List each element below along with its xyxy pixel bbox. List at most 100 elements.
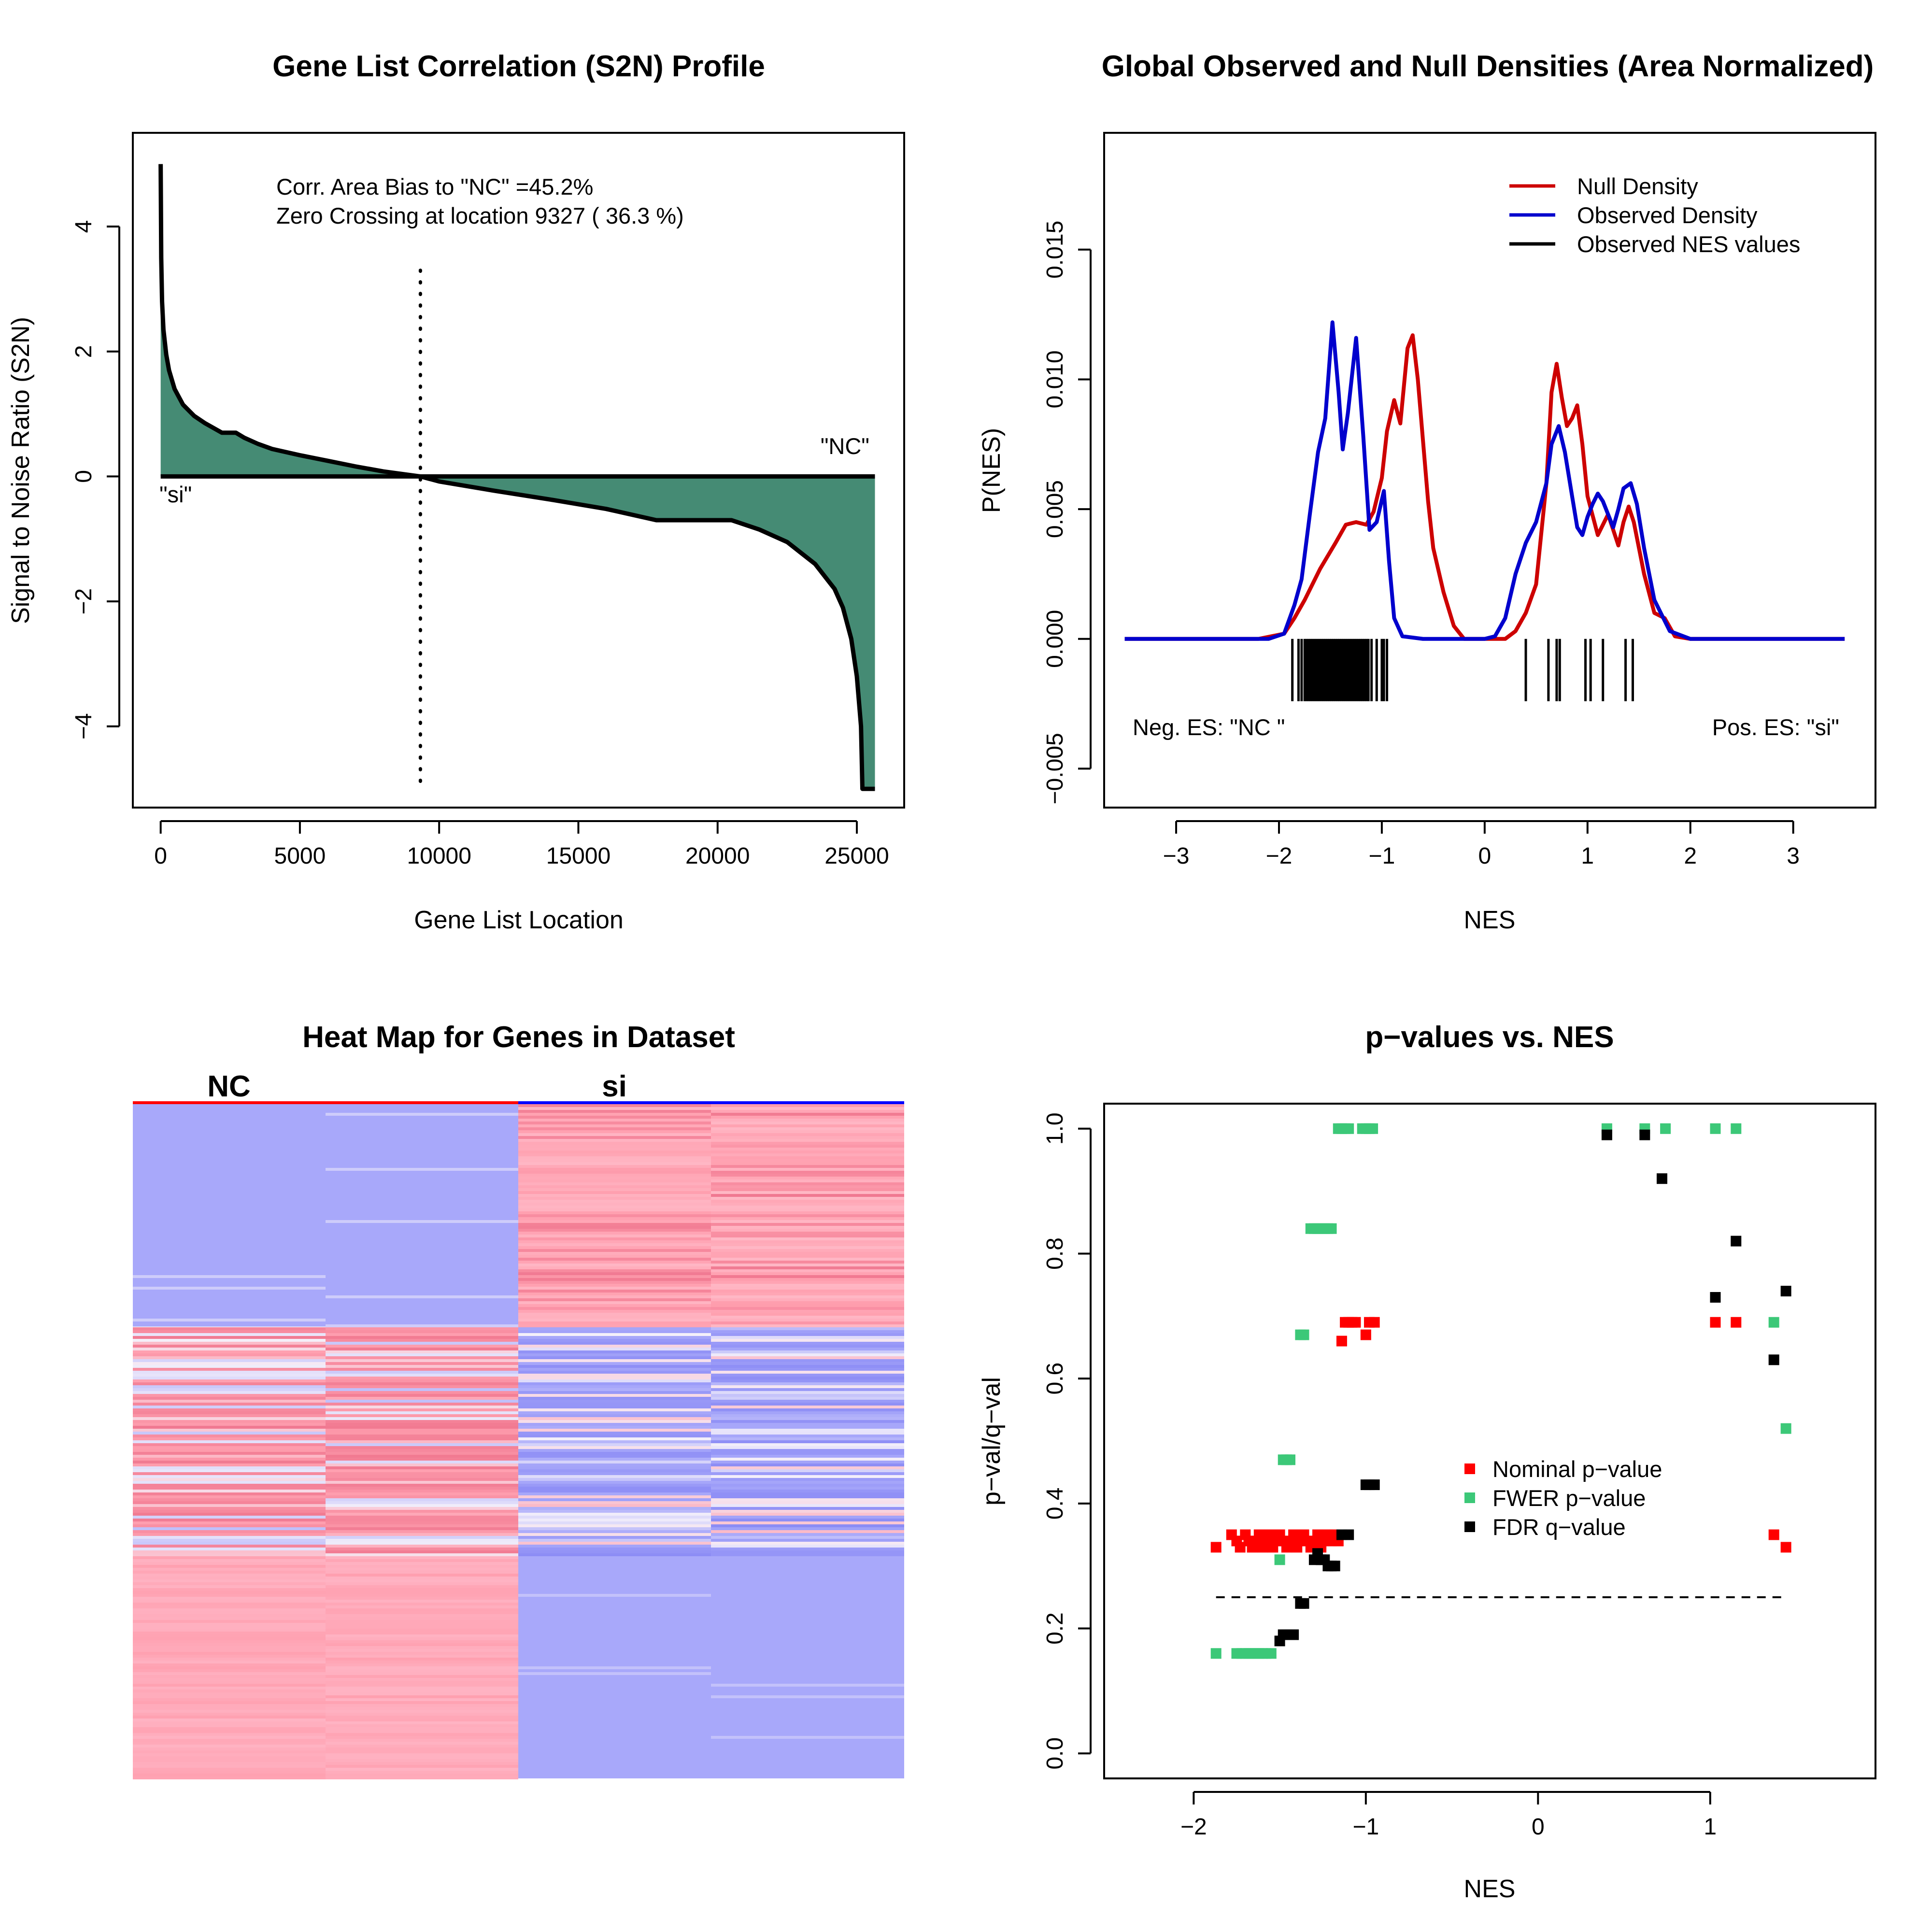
s2n-frame <box>132 132 905 809</box>
heatmap-row-stripe <box>711 1194 904 1197</box>
heatmap-row-stripe <box>133 1417 326 1420</box>
heatmap-row-stripe <box>711 1356 904 1359</box>
heatmap-row-stripe <box>326 1435 518 1437</box>
heatmap-row-stripe <box>711 1469 904 1472</box>
heatmap-row-stripe <box>326 1452 518 1455</box>
heatmap-row-stripe <box>711 1516 904 1519</box>
heatmap-row-stripe <box>133 1429 326 1432</box>
heatmap-row-stripe <box>133 1432 326 1435</box>
heatmap-row-stripe <box>326 1524 518 1527</box>
fdr-point <box>1768 1354 1779 1365</box>
heatmap-row-stripe <box>711 1110 904 1113</box>
heatmap-row-stripe <box>133 1574 326 1577</box>
heatmap-row-stripe <box>711 1252 904 1255</box>
heatmap-row-stripe <box>326 1582 518 1585</box>
heatmap-row-stripe <box>711 1142 904 1145</box>
fwer-point <box>1284 1454 1295 1465</box>
heatmap-row-stripe <box>326 1406 518 1408</box>
heatmap-row-stripe <box>326 1588 518 1591</box>
fdr-point <box>1288 1629 1299 1640</box>
heatmap-row-stripe <box>518 1461 711 1463</box>
heatmap-row-stripe <box>711 1527 904 1530</box>
heatmap-row-stripe <box>326 1747 518 1750</box>
fdr-point <box>1780 1286 1791 1297</box>
heatmap-row-stripe <box>133 1385 326 1388</box>
density-plot-area <box>1124 320 1845 701</box>
heatmap-row-stripe <box>133 1742 326 1745</box>
legend-observed-density: Observed Density <box>1577 202 1758 228</box>
heatmap-row-stripe <box>518 1353 711 1356</box>
heatmap-row-stripe <box>326 1646 518 1649</box>
heatmap-row-stripe <box>133 1550 326 1553</box>
heatmap-row-stripe <box>133 1716 326 1719</box>
heatmap-row-stripe <box>326 1443 518 1446</box>
heatmap-row-stripe <box>326 1339 518 1342</box>
heatmap-row-stripe <box>133 1649 326 1652</box>
s2n-label-nc: "NC" <box>821 433 869 459</box>
heatmap-row-stripe <box>326 1655 518 1658</box>
heatmap-row-stripe <box>326 1519 518 1521</box>
heatmap-row-stripe <box>518 1119 711 1122</box>
heatmap-row-stripe <box>326 1733 518 1736</box>
heatmap-row-stripe <box>326 1513 518 1516</box>
heatmap-row-stripe <box>326 1408 518 1411</box>
heatmap-row-stripe <box>326 1495 518 1498</box>
heatmap-row-stripe <box>518 1142 711 1145</box>
heatmap-row-stripe <box>518 1145 711 1148</box>
heatmap-row-stripe <box>518 1487 711 1490</box>
heatmap-row-stripe <box>711 1521 904 1524</box>
heatmap-row-stripe <box>133 1527 326 1530</box>
heatmap-row-stripe <box>326 1585 518 1588</box>
heatmap-row-stripe <box>326 1620 518 1623</box>
heatmap-panel: Heat Map for Genes in Dataset NC si <box>133 1021 904 1779</box>
heatmap-row-stripe <box>711 1287 904 1290</box>
heatmap-row-stripe <box>133 1559 326 1562</box>
heatmap-row-stripe <box>711 1124 904 1127</box>
heatmap-row-stripe <box>518 1449 711 1452</box>
heatmap-row-stripe <box>518 1258 711 1261</box>
heatmap-row-stripe <box>518 1513 711 1516</box>
heatmap-row-stripe <box>711 1229 904 1232</box>
s2n-y-label: Signal to Noise Ratio (S2N) <box>7 317 35 624</box>
heatmap-row-stripe <box>133 1655 326 1658</box>
heatmap-row-stripe <box>518 1594 711 1597</box>
heatmap-row-stripe <box>133 1577 326 1579</box>
density-x-tick-label: −1 <box>1369 843 1395 869</box>
heatmap-row-stripe <box>326 1359 518 1362</box>
heatmap-row-stripe <box>711 1536 904 1539</box>
heatmap-row-stripe <box>518 1208 711 1211</box>
nominal-point <box>1235 1542 1246 1553</box>
heatmap-row-stripe <box>518 1469 711 1472</box>
s2n-bias-annotation: Corr. Area Bias to "NC" =45.2% <box>276 174 593 199</box>
pvalues-title: p−values vs. NES <box>1365 1021 1614 1054</box>
heatmap-row-stripe <box>326 1397 518 1400</box>
heatmap-row-stripe <box>133 1690 326 1692</box>
heatmap-row-stripe <box>326 1727 518 1730</box>
heatmap-row-stripe <box>133 1759 326 1762</box>
heatmap-row-stripe <box>518 1548 711 1550</box>
heatmap-row-stripe <box>133 1614 326 1617</box>
heatmap-row-stripe <box>326 1710 518 1713</box>
s2n-x-tick-label: 25000 <box>824 843 889 869</box>
heatmap-block <box>133 1104 326 1327</box>
heatmap-row-stripe <box>326 1400 518 1403</box>
heatmap-row-stripe <box>133 1330 326 1333</box>
heatmap-row-stripe <box>133 1594 326 1597</box>
heatmap-row-stripe <box>326 1687 518 1690</box>
heatmap-row-stripe <box>518 1107 711 1110</box>
heatmap-row-stripe <box>133 1756 326 1759</box>
heatmap-row-stripe <box>711 1119 904 1122</box>
heatmap-row-stripe <box>326 1388 518 1391</box>
heatmap-row-stripe <box>518 1284 711 1287</box>
heatmap-row-stripe <box>711 1472 904 1475</box>
heatmap-row-stripe <box>711 1440 904 1443</box>
heatmap-row-stripe <box>326 1536 518 1539</box>
heatmap-row-stripe <box>518 1133 711 1136</box>
heatmap-row-stripe <box>133 1377 326 1379</box>
heatmap-row-stripe <box>133 1403 326 1406</box>
heatmap-row-stripe <box>711 1374 904 1377</box>
heatmap-row-stripe <box>711 1301 904 1304</box>
heatmap-row-stripe <box>133 1629 326 1632</box>
heatmap-row-stripe <box>711 1324 904 1327</box>
heatmap-row-stripe <box>326 1504 518 1507</box>
